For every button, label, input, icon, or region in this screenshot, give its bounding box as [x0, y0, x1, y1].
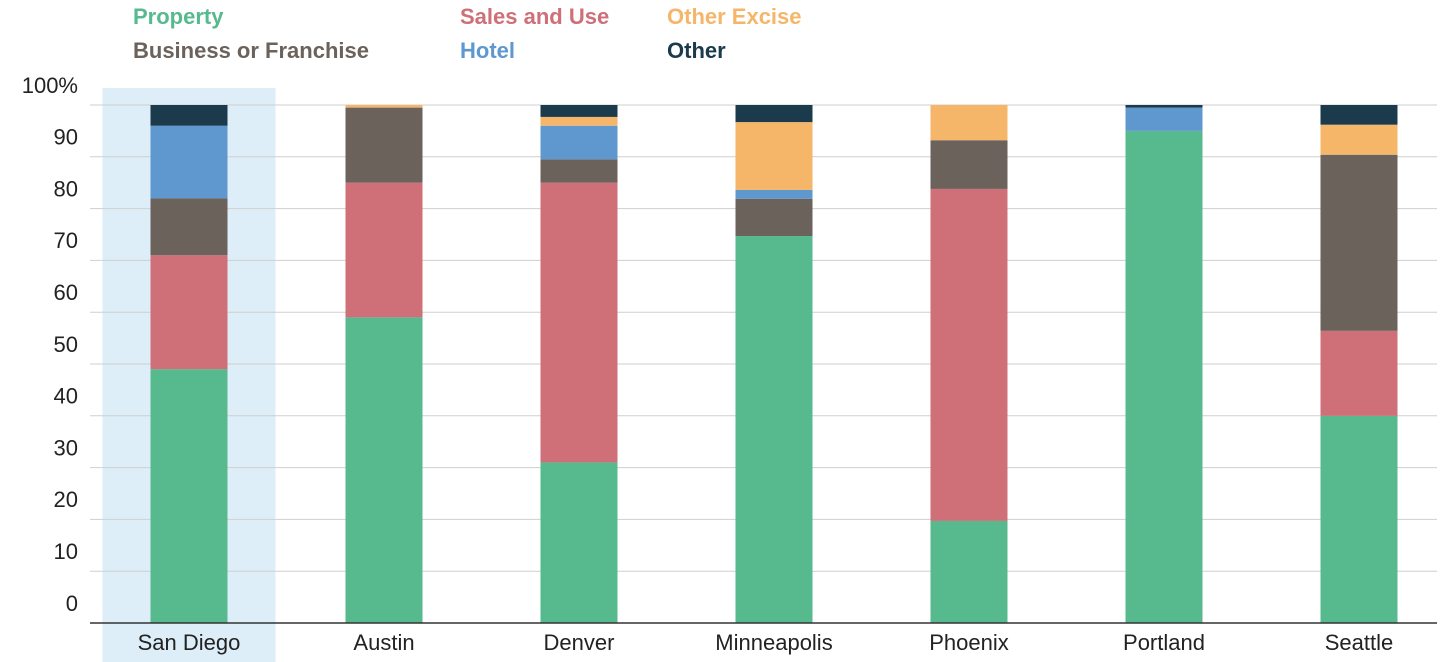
legend-entry: Business or Franchise: [133, 38, 369, 63]
y-tick-label: 40: [54, 384, 78, 409]
bar-segment: [345, 105, 423, 108]
y-tick-label: 0: [66, 591, 78, 616]
bar-segment: [345, 182, 423, 318]
bar-segment: [150, 105, 228, 126]
bar-segment: [1125, 107, 1203, 131]
bar-segment: [930, 188, 1008, 521]
bar-segment: [1320, 415, 1398, 623]
x-tick-label: Seattle: [1325, 630, 1394, 655]
bar-segment: [150, 198, 228, 256]
bar-segment: [735, 198, 813, 237]
y-tick-label: 70: [54, 228, 78, 253]
bar-segment: [735, 122, 813, 190]
bar-segment: [540, 116, 618, 126]
bar-segment: [930, 105, 1008, 141]
y-tick-label: 80: [54, 176, 78, 201]
bar-segment: [1125, 130, 1203, 623]
bar-segment: [540, 462, 618, 623]
y-tick-label: 30: [54, 435, 78, 460]
y-tick-label: 50: [54, 332, 78, 357]
x-tick-label: Portland: [1123, 630, 1205, 655]
legend-entry: Sales and Use: [460, 4, 609, 29]
y-tick-label: 100%: [22, 73, 78, 98]
bar-segment: [1320, 105, 1398, 125]
y-tick-label: 10: [54, 539, 78, 564]
bar-segment: [150, 255, 228, 370]
bar-segment: [345, 317, 423, 623]
bar-segment: [345, 107, 423, 183]
bar-segment: [930, 140, 1008, 189]
x-tick-label: San Diego: [138, 630, 241, 655]
bar-segment: [540, 159, 618, 183]
bar-segment: [150, 369, 228, 623]
legend-entry: Other: [667, 38, 726, 63]
legend-entry: Hotel: [460, 38, 515, 63]
bar-segment: [1320, 330, 1398, 416]
bar-segment: [540, 182, 618, 463]
bar-segment: [1320, 124, 1398, 155]
bar-segment: [930, 520, 1008, 623]
y-tick-label: 60: [54, 280, 78, 305]
x-tick-label: Austin: [353, 630, 414, 655]
bar-segment: [1125, 105, 1203, 108]
bar-segment: [735, 105, 813, 123]
legend-entry: Other Excise: [667, 4, 802, 29]
y-tick-label: 20: [54, 487, 78, 512]
bar-segment: [150, 125, 228, 199]
x-tick-label: Denver: [544, 630, 615, 655]
bar-segment: [735, 236, 813, 623]
bar-segment: [1320, 154, 1398, 331]
x-tick-label: Phoenix: [929, 630, 1009, 655]
bar-segment: [540, 125, 618, 160]
y-tick-label: 90: [54, 125, 78, 150]
bar-segment: [540, 105, 618, 117]
x-tick-label: Minneapolis: [715, 630, 832, 655]
legend-entry: Property: [133, 4, 224, 29]
bar-segment: [735, 189, 813, 199]
